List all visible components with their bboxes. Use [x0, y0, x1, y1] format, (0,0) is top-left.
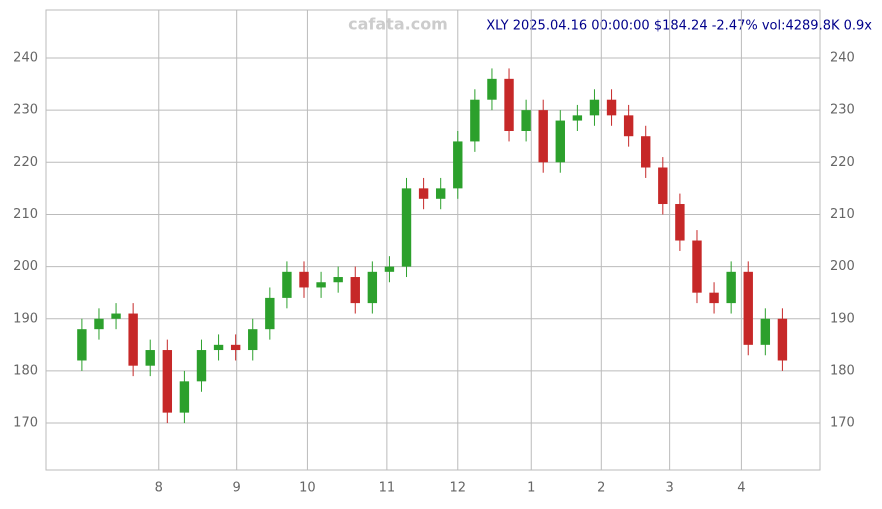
x-tick-label: 12 [450, 481, 467, 496]
x-tick-label: 1 [527, 481, 535, 496]
y-tick-label-right: 180 [830, 363, 855, 378]
candle-body [162, 350, 173, 413]
plot-frame [45, 9, 821, 471]
candle-body [384, 266, 395, 272]
x-tick-label: 4 [737, 481, 745, 496]
y-tick-label: 210 [13, 207, 38, 222]
chart-title: XLY 2025.04.16 00:00:00 $184.24 -2.47% v… [486, 19, 872, 34]
candle-body [504, 78, 514, 131]
candle-body [196, 350, 207, 382]
candle-body [265, 297, 275, 330]
x-tick-label: 10 [299, 481, 316, 496]
candle-body [282, 271, 292, 298]
candle-body [606, 99, 617, 116]
y-tick-label: 170 [13, 416, 38, 431]
candle-body [77, 329, 87, 361]
candle-body [213, 344, 224, 351]
candle-body [709, 292, 719, 304]
y-tick-label-right: 210 [830, 207, 855, 222]
candle-body [692, 240, 702, 293]
y-tick-label-right: 190 [830, 311, 855, 326]
y-tick-label: 240 [13, 50, 38, 65]
y-tick-label-right: 240 [830, 50, 855, 65]
candle-body [538, 110, 548, 163]
candle-body [726, 271, 736, 304]
y-tick-label-right: 200 [830, 259, 855, 274]
candle-body [145, 350, 155, 366]
y-tick-label: 180 [13, 363, 38, 378]
candle-body [623, 115, 634, 137]
candle-body [248, 329, 258, 351]
candle-body [230, 344, 241, 351]
x-tick-label: 11 [379, 481, 396, 496]
candle-body [777, 318, 788, 361]
candle-body [487, 78, 497, 100]
candle-body [743, 271, 753, 345]
x-tick-label: 3 [666, 481, 674, 496]
candle-body [333, 277, 343, 283]
candle-body [675, 204, 685, 241]
y-tick-label: 200 [13, 259, 38, 274]
y-tick-label: 190 [13, 311, 38, 326]
y-tick-label: 220 [13, 155, 38, 170]
candle-body [128, 313, 138, 366]
watermark: cafata.com [348, 15, 448, 34]
x-tick-label: 2 [597, 481, 605, 496]
candle-body [555, 120, 565, 163]
candle-body [350, 277, 360, 304]
candle-body [589, 99, 600, 116]
y-tick-label-right: 220 [830, 155, 855, 170]
candle-body [521, 110, 531, 131]
candle-body [470, 99, 480, 142]
y-tick-label-right: 170 [830, 416, 855, 431]
y-tick-label: 230 [13, 103, 38, 118]
candle-body [453, 141, 463, 189]
candle-body [641, 136, 651, 168]
candle-body [760, 318, 771, 345]
candle-body [111, 313, 121, 319]
candle-body [367, 271, 378, 304]
candle-body [316, 282, 326, 288]
candle-body [418, 188, 429, 199]
x-tick-label: 8 [155, 481, 163, 496]
candle-body [572, 115, 583, 121]
candle-body [179, 381, 190, 413]
candle-body [94, 318, 104, 330]
candle-body [401, 188, 412, 267]
candle-body [435, 188, 446, 199]
x-tick-label: 9 [233, 481, 241, 496]
candle-body [299, 271, 309, 288]
candle-body [658, 167, 668, 205]
y-tick-label-right: 230 [830, 103, 855, 118]
